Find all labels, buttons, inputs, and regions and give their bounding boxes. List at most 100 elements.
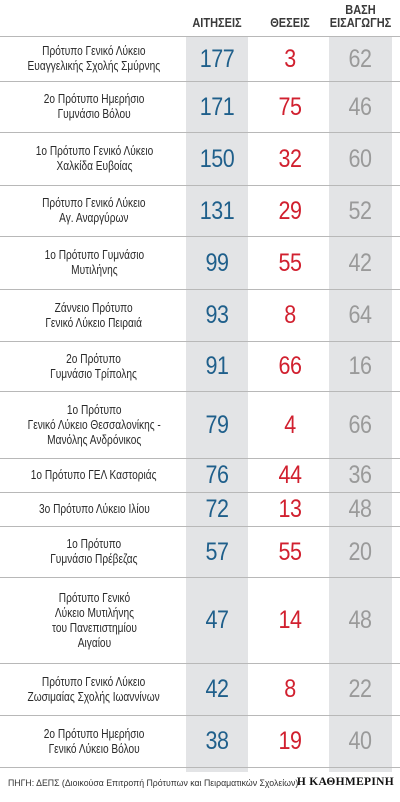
positions-value: 3 <box>284 44 296 73</box>
table-row: 1ο Πρότυπο Γυμνάσιο Πρέβεζας 57 55 20 <box>0 526 400 577</box>
school-name-text: Πρότυπο Γενικό Λύκειο Αγ. Αναργύρων <box>37 196 152 226</box>
school-name: 1ο Πρότυπο Γενικό Λύκειο Χαλκίδα Ευβοίας <box>8 133 180 185</box>
base-score-value: 22 <box>348 675 372 703</box>
positions-value: 19 <box>278 727 302 755</box>
positions-value: 4 <box>284 410 296 439</box>
applications-column-bg <box>186 36 248 772</box>
source-note: ΠΗΓΗ: ΔΕΠΣ (Διοικούσα Επιτροπή Πρότυπων … <box>8 778 299 789</box>
applications-value: 91 <box>205 352 229 380</box>
applications-value: 76 <box>205 461 229 489</box>
base-score-value: 64 <box>348 301 372 329</box>
school-name: 2ο Πρότυπο Γυμνάσιο Τρίπολης <box>8 342 180 391</box>
school-name-line: Πρότυπο Γενικό Λύκειο <box>42 196 146 210</box>
positions-value: 14 <box>278 606 302 634</box>
base-score-value: 36 <box>348 461 372 489</box>
applications-value: 42 <box>205 675 229 703</box>
applications-value: 99 <box>205 248 229 277</box>
base-score-value: 46 <box>348 92 372 121</box>
school-name-line: Αιγαίου <box>77 635 111 650</box>
table-row: 1ο Πρότυπο ΓΕΛ Καστοριάς 76 44 36 <box>0 458 400 492</box>
school-name-line: Γενικό Λύκειο Θεσσαλονίκης - <box>27 417 161 432</box>
school-name-line: 2ο Πρότυπο Ημερήσιο <box>43 92 145 106</box>
school-name-text: 2ο Πρότυπο Ημερήσιο Γυμνάσιο Βόλου <box>38 92 150 122</box>
applications-value: 57 <box>205 537 229 566</box>
school-name-line: Πρότυπο Γενικό <box>58 590 130 605</box>
table-row: 2ο Πρότυπο Ημερήσιο Γυμνάσιο Βόλου 171 75 46 <box>0 81 400 132</box>
base-score-value: 16 <box>348 352 372 380</box>
school-name-text: 1ο Πρότυπο ΓΕΛ Καστοριάς <box>24 468 164 483</box>
positions-value: 8 <box>284 301 296 329</box>
table-row: Πρότυπο Γενικό Λύκειο Αγ. Αναργύρων 131 29 5… <box>0 185 400 236</box>
school-name: 1ο Πρότυπο ΓΕΛ Καστοριάς <box>8 459 180 492</box>
table-row: 3ο Πρότυπο Λύκειο Ιλίου 72 13 48 <box>0 492 400 526</box>
table-row: Πρότυπο Γενικό Λύκειο Ευαγγελικής Σχολής … <box>0 36 400 81</box>
school-name-text: 3ο Πρότυπο Λύκειο Ιλίου <box>32 502 155 517</box>
school-name: 2ο Πρότυπο Ημερήσιο Γενικό Λύκειο Βόλου <box>8 716 180 767</box>
school-name: 3ο Πρότυπο Λύκειο Ιλίου <box>8 493 180 526</box>
table-row: 2ο Πρότυπο Γυμνάσιο Τρίπολης 91 66 16 <box>0 341 400 391</box>
applications-value: 47 <box>205 606 229 634</box>
applications-header: ΑΙΤΗΣΕΙΣ <box>190 0 245 34</box>
base-header: ΒΑΣΗ ΕΙΣΑΓΩΓΗΣ <box>329 0 392 34</box>
table-row: Πρότυπο Γενικό Λύκειο Ζωσιμαίας Σχολής Ιω… <box>0 663 400 715</box>
school-name: 1ο Πρότυπο Γυμνάσιο Μυτιλήνης <box>8 237 180 289</box>
school-name-line: Πρότυπο Γενικό Λύκειο <box>42 44 146 58</box>
base-score-value: 48 <box>348 495 372 523</box>
positions-value: 44 <box>278 461 302 489</box>
base-score-value: 66 <box>348 410 372 439</box>
school-name-line: 1ο Πρότυπο <box>66 537 122 551</box>
school-name-text: 2ο Πρότυπο Γυμνάσιο Τρίπολης <box>46 352 142 382</box>
publisher-logo: Η ΚΑΘΗΜΕΡΙΝΗ <box>296 776 394 788</box>
applications-value: 93 <box>205 301 229 329</box>
table-row: 1ο Πρότυπο Γυμνάσιο Μυτιλήνης 99 55 42 <box>0 236 400 289</box>
table-row: 2ο Πρότυπο Ημερήσιο Γενικό Λύκειο Βόλου 38… <box>0 715 400 768</box>
base-score-value: 52 <box>348 196 372 225</box>
school-name: Πρότυπο Γενικό Λύκειο Αγ. Αναργύρων <box>8 186 180 236</box>
base-score-value: 40 <box>348 727 372 755</box>
base-column-bg <box>329 36 392 772</box>
applications-value: 150 <box>199 144 235 173</box>
school-name-line: 3ο Πρότυπο Λύκειο Ιλίου <box>38 502 150 516</box>
school-name-line: 2ο Πρότυπο <box>66 351 122 366</box>
base-header-line2: ΕΙΣΑΓΩΓΗΣ <box>329 16 392 30</box>
school-name-line: 1ο Πρότυπο Γενικό Λύκειο <box>35 144 153 158</box>
school-name-line: 1ο Πρότυπο ΓΕΛ Καστοριάς <box>31 468 157 482</box>
school-name-text: Ζάννειο Πρότυπο Γενικό Λύκειο Πειραιά <box>40 301 147 331</box>
school-name-line: Μανόλης Ανδρόνικος <box>46 432 142 447</box>
table-row: 1ο Πρότυπο Γενικό Λύκειο Θεσσαλονίκης - Μα… <box>0 391 400 458</box>
applications-value: 131 <box>199 196 235 225</box>
base-score-value: 20 <box>348 537 372 566</box>
positions-value: 66 <box>278 352 302 380</box>
school-name-line: Γενικό Λύκειο Βόλου <box>48 741 140 756</box>
school-name: Ζάννειο Πρότυπο Γενικό Λύκειο Πειραιά <box>8 290 180 341</box>
table-row: Πρότυπο Γενικό Λύκειο Μυτιλήνης του Πανεπι… <box>0 577 400 663</box>
positions-value: 55 <box>278 537 302 566</box>
positions-value: 32 <box>278 144 302 173</box>
school-name-line: Λύκειο Μυτιλήνης <box>54 605 134 620</box>
school-name-text: 1ο Πρότυπο Γενικό Λύκειο Χαλκίδα Ευβοίας <box>29 144 160 174</box>
school-name-line: Ζάννειο Πρότυπο <box>55 300 133 315</box>
applications-value: 72 <box>205 495 229 523</box>
base-header-line1: ΒΑΣΗ <box>345 3 376 17</box>
positions-value: 75 <box>278 92 302 121</box>
base-header-label: ΒΑΣΗ ΕΙΣΑΓΩΓΗΣ <box>330 4 392 30</box>
school-name: 1ο Πρότυπο Γυμνάσιο Πρέβεζας <box>8 527 180 577</box>
school-name-line: 1ο Πρότυπο Γυμνάσιο <box>44 248 144 262</box>
applications-value: 79 <box>205 410 229 439</box>
positions-value: 55 <box>278 248 302 277</box>
table-row: Ζάννειο Πρότυπο Γενικό Λύκειο Πειραιά 93 8 6… <box>0 289 400 341</box>
school-name: 2ο Πρότυπο Ημερήσιο Γυμνάσιο Βόλου <box>8 82 180 132</box>
school-name-line: Ζωσιμαίας Σχολής Ιωαννίνων <box>27 689 161 704</box>
base-score-value: 48 <box>348 606 372 634</box>
school-name-line: Ευαγγελικής Σχολής Σμύρνης <box>27 59 161 73</box>
positions-value: 8 <box>284 675 296 703</box>
school-name-text: Πρότυπο Γενικό Λύκειο Ζωσιμαίας Σχολής Ιω… <box>21 675 168 705</box>
school-name-text: Πρότυπο Γενικό Λύκειο Ευαγγελικής Σχολής … <box>20 44 167 74</box>
base-score-value: 60 <box>348 144 372 173</box>
school-name-line: 1ο Πρότυπο <box>66 402 122 417</box>
school-name-line: Γυμνάσιο Πρέβεζας <box>50 552 138 566</box>
school-name-text: 1ο Πρότυπο Γυμνάσιο Μυτιλήνης <box>39 248 150 278</box>
school-name-line: του Πανεπιστημίου <box>51 620 137 635</box>
base-score-value: 62 <box>348 44 372 73</box>
positions-value: 29 <box>278 196 302 225</box>
